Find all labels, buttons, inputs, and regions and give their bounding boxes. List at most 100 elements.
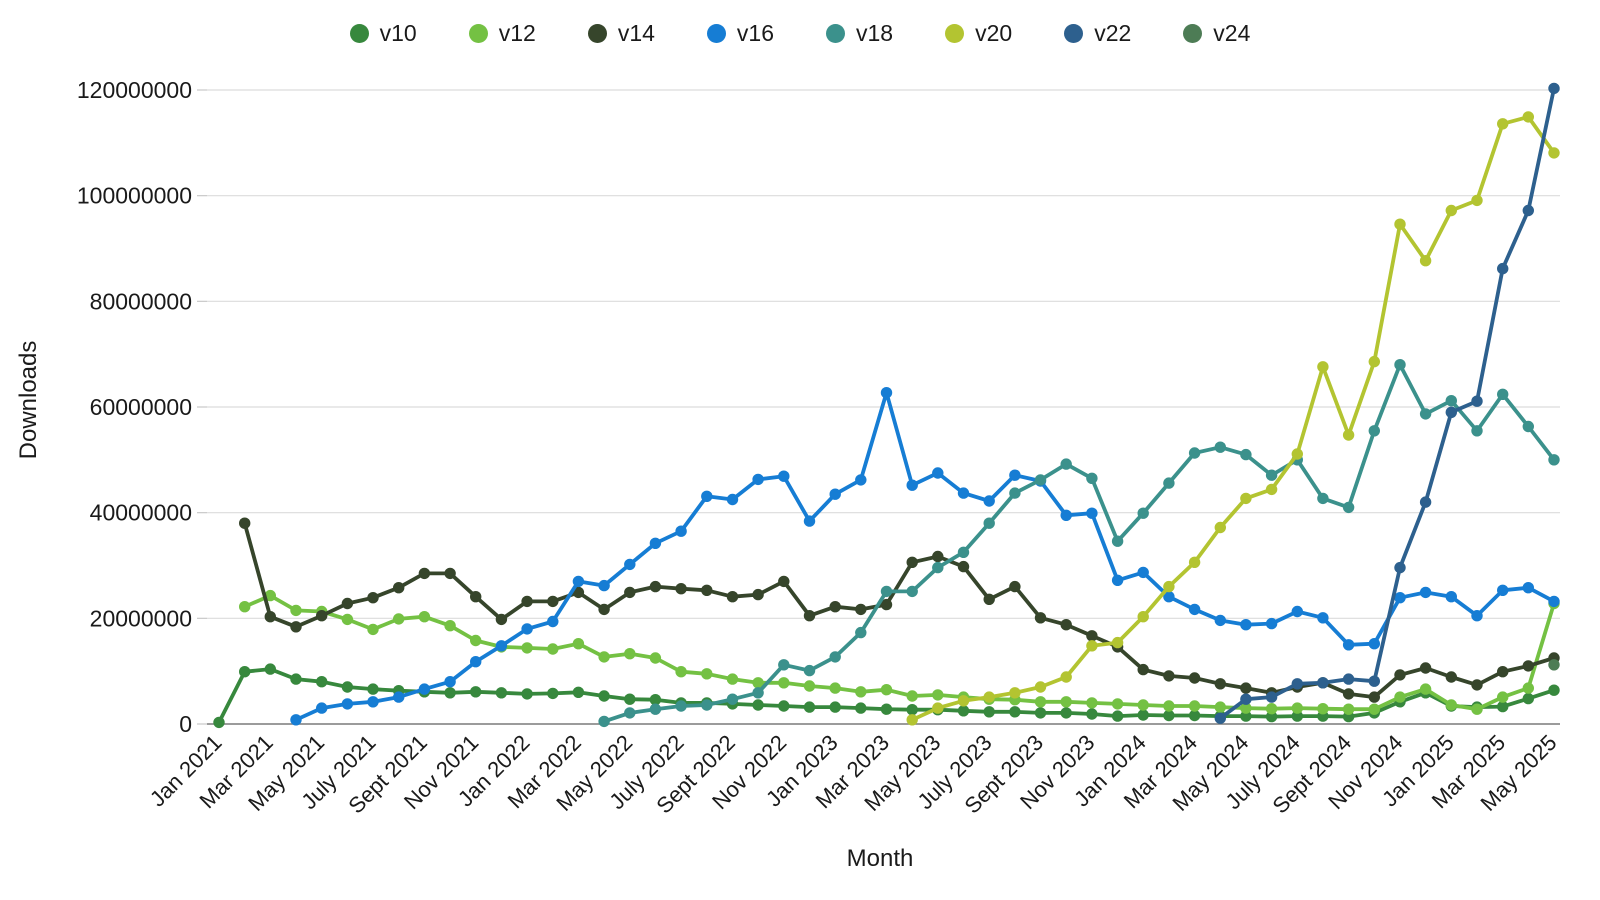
data-point-v20-May 2024[interactable] — [1240, 492, 1252, 505]
data-point-v18-May 2024[interactable] — [1240, 448, 1252, 461]
data-point-v16-June 2021[interactable] — [341, 698, 354, 710]
data-point-v10-Feb 2021[interactable] — [239, 666, 251, 678]
data-point-v12-Dec 2022[interactable] — [803, 680, 816, 692]
data-point-v12-Sept 2022[interactable] — [726, 673, 739, 685]
data-point-v14-Mar 2022[interactable] — [572, 586, 585, 599]
data-point-v14-Jan 2025[interactable] — [1445, 671, 1458, 683]
data-point-v12-June 2021[interactable] — [341, 613, 354, 626]
data-point-v10-Oct 2023[interactable] — [1060, 707, 1072, 719]
data-point-v16-Jan 2023[interactable] — [829, 488, 841, 500]
data-point-v16-Dec 2023[interactable] — [1111, 574, 1124, 586]
series-v24[interactable] — [1548, 659, 1560, 671]
data-point-v16-Apr 2022[interactable] — [598, 579, 610, 592]
data-point-v12-Mar 2025[interactable] — [1497, 691, 1509, 703]
data-point-v14-Feb 2021[interactable] — [239, 517, 251, 529]
data-point-v12-Nov 2022[interactable] — [778, 677, 790, 689]
data-point-v22-Aug 2024[interactable] — [1317, 677, 1329, 689]
data-point-v14-Feb 2025[interactable] — [1471, 679, 1483, 691]
data-point-v12-Apr 2022[interactable] — [598, 651, 610, 663]
data-point-v10-May 2024[interactable] — [1240, 710, 1252, 722]
data-point-v16-Aug 2022[interactable] — [701, 490, 713, 502]
data-point-v18-Mar 2023[interactable] — [880, 585, 893, 598]
data-point-v14-Apr 2021[interactable] — [290, 621, 302, 633]
data-point-v16-May 2024[interactable] — [1240, 619, 1252, 631]
data-point-v16-May 2022[interactable] — [624, 558, 636, 571]
data-point-v16-Aug 2024[interactable] — [1317, 612, 1329, 624]
legend-item-v10[interactable]: v10 — [349, 22, 417, 45]
data-point-v18-Dec 2022[interactable] — [803, 664, 816, 677]
data-point-v12-Apr 2023[interactable] — [906, 690, 918, 702]
data-point-v18-May 2023[interactable] — [932, 561, 944, 574]
data-point-v16-June 2023[interactable] — [957, 487, 970, 499]
data-point-v20-Feb 2025[interactable] — [1471, 194, 1483, 207]
data-point-v20-Mar 2025[interactable] — [1497, 118, 1509, 130]
data-point-v18-May 2025[interactable] — [1548, 454, 1560, 466]
data-point-v12-Jan 2024[interactable] — [1137, 699, 1149, 711]
data-point-v10-Mar 2025[interactable] — [1497, 700, 1509, 713]
data-point-v14-Mar 2023[interactable] — [880, 598, 893, 611]
data-point-v14-Dec 2022[interactable] — [803, 610, 816, 622]
data-point-v14-July 2022[interactable] — [675, 583, 687, 595]
data-point-v18-Apr 2022[interactable] — [598, 715, 610, 728]
data-point-v12-Aug 2021[interactable] — [393, 613, 405, 625]
data-point-v16-Nov 2024[interactable] — [1394, 592, 1406, 604]
data-point-v18-Sept 2022[interactable] — [726, 693, 739, 705]
data-point-v10-Dec 2022[interactable] — [803, 701, 816, 713]
data-point-v22-Mar 2025[interactable] — [1497, 262, 1509, 275]
data-point-v20-July 2023[interactable] — [983, 691, 995, 703]
data-point-v14-May 2022[interactable] — [624, 586, 636, 599]
data-point-v12-Mar 2024[interactable] — [1188, 700, 1201, 712]
data-point-v10-July 2023[interactable] — [983, 706, 995, 718]
data-point-v18-Apr 2023[interactable] — [906, 585, 918, 598]
data-point-v10-May 2025[interactable] — [1548, 684, 1560, 696]
data-point-v22-Apr 2025[interactable] — [1522, 204, 1535, 217]
data-point-v20-July 2024[interactable] — [1291, 448, 1304, 460]
data-point-v22-July 2024[interactable] — [1291, 678, 1304, 690]
data-point-v10-Oct 2021[interactable] — [444, 687, 456, 699]
data-point-v18-Aug 2024[interactable] — [1317, 492, 1329, 505]
data-point-v12-Feb 2024[interactable] — [1163, 700, 1175, 712]
data-point-v16-Oct 2023[interactable] — [1060, 509, 1072, 521]
data-point-v12-Sept 2024[interactable] — [1342, 703, 1355, 715]
data-point-v22-Nov 2024[interactable] — [1394, 561, 1406, 574]
data-point-v10-Mar 2021[interactable] — [264, 663, 276, 675]
data-point-v16-Apr 2021[interactable] — [290, 714, 302, 726]
data-point-v14-Oct 2021[interactable] — [444, 567, 456, 580]
data-point-v18-Mar 2024[interactable] — [1188, 447, 1201, 459]
data-point-v14-Jan 2022[interactable] — [521, 595, 533, 608]
data-point-v12-Apr 2024[interactable] — [1214, 701, 1227, 713]
data-point-v18-June 2024[interactable] — [1265, 469, 1278, 481]
data-point-v10-Jan 2022[interactable] — [521, 688, 533, 700]
data-point-v14-Oct 2022[interactable] — [752, 588, 764, 601]
data-point-v20-Dec 2023[interactable] — [1111, 636, 1124, 649]
data-point-v10-Feb 2024[interactable] — [1163, 709, 1175, 722]
data-point-v22-Apr 2024[interactable] — [1214, 712, 1227, 724]
data-point-v14-July 2021[interactable] — [367, 592, 379, 604]
data-point-v16-Feb 2022[interactable] — [547, 615, 559, 628]
data-point-v16-Sept 2024[interactable] — [1342, 639, 1355, 651]
data-point-v22-Feb 2025[interactable] — [1471, 395, 1483, 407]
data-point-v18-Feb 2023[interactable] — [855, 626, 867, 639]
series-v12[interactable] — [239, 589, 1560, 715]
data-point-v14-Jan 2024[interactable] — [1137, 663, 1149, 676]
data-point-v10-May 2022[interactable] — [624, 693, 636, 705]
data-point-v12-Sept 2023[interactable] — [1034, 696, 1047, 708]
data-point-v18-May 2022[interactable] — [624, 707, 636, 719]
data-point-v12-Sept 2021[interactable] — [418, 611, 431, 623]
data-point-v14-Apr 2023[interactable] — [906, 556, 918, 568]
data-point-v14-Dec 2021[interactable] — [495, 613, 508, 626]
data-point-v10-Dec 2023[interactable] — [1111, 710, 1124, 722]
data-point-v20-May 2023[interactable] — [932, 702, 944, 714]
data-point-v20-Sept 2024[interactable] — [1342, 429, 1355, 441]
data-point-v16-July 2024[interactable] — [1291, 605, 1304, 618]
data-point-v12-Jan 2025[interactable] — [1445, 699, 1458, 711]
data-point-v10-May 2021[interactable] — [316, 676, 328, 688]
data-point-v18-Oct 2024[interactable] — [1368, 425, 1381, 437]
data-point-v12-Oct 2021[interactable] — [444, 620, 456, 632]
data-point-v20-May 2025[interactable] — [1548, 147, 1560, 159]
series-v14[interactable] — [239, 517, 1560, 703]
data-point-v12-Dec 2024[interactable] — [1419, 683, 1432, 695]
data-point-v14-June 2022[interactable] — [649, 580, 662, 593]
data-point-v10-Mar 2023[interactable] — [880, 703, 893, 715]
data-point-v16-Aug 2023[interactable] — [1009, 469, 1021, 481]
